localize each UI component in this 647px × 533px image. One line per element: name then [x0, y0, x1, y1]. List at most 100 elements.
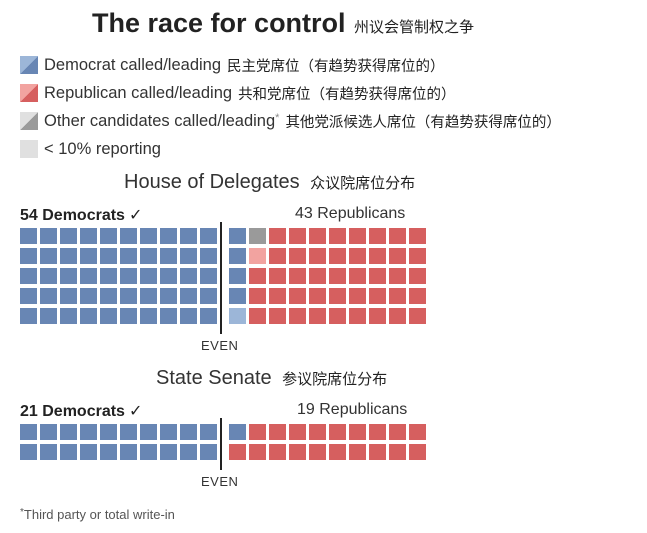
- republican-seat: [289, 288, 306, 304]
- democrat-seat: [80, 424, 97, 440]
- footnote: *Third party or total write-in: [20, 507, 175, 522]
- legend: Democrat called/leading 民主党席位（有趋势获得席位的） …: [20, 51, 561, 163]
- republican-seat: [249, 268, 266, 284]
- democrat-seat: [120, 228, 137, 244]
- house-even-line: [220, 222, 222, 334]
- democrat-seat: [120, 424, 137, 440]
- legend-label-translation: 共和党席位（有趋势获得席位的）: [238, 86, 456, 103]
- republican-seat: [309, 288, 326, 304]
- democrat-seat: [180, 288, 197, 304]
- democrat-seat: [80, 308, 97, 324]
- democrat-swatch: [20, 56, 38, 74]
- reporting-swatch: [20, 140, 38, 158]
- democrat-seat: [180, 424, 197, 440]
- senate-democrat-count-text: 21 Democrats: [20, 403, 125, 420]
- republican-seat: [229, 248, 246, 264]
- democrat-seat: [100, 288, 117, 304]
- republican-seat: [249, 248, 266, 264]
- republican-seat: [369, 424, 386, 440]
- democrat-seat: [100, 268, 117, 284]
- republican-seat: [389, 288, 406, 304]
- republican-seat: [329, 248, 346, 264]
- republican-seat: [409, 424, 426, 440]
- republican-seat: [369, 268, 386, 284]
- check-icon: ✓: [128, 205, 143, 224]
- republican-seat: [349, 308, 366, 324]
- republican-seat: [229, 288, 246, 304]
- republican-seat: [409, 268, 426, 284]
- democrat-seat: [200, 288, 217, 304]
- footnote-text: Third party or total write-in: [23, 507, 175, 522]
- republican-seat: [389, 248, 406, 264]
- republican-seat: [269, 424, 286, 440]
- democrat-seat: [140, 228, 157, 244]
- democrat-seat: [140, 288, 157, 304]
- democrat-seat: [180, 444, 197, 460]
- republican-seat: [269, 444, 286, 460]
- senate-republican-count: 19 Republicans: [297, 401, 408, 418]
- house-title-text: House of Delegates: [124, 171, 300, 193]
- democrat-seat: [60, 228, 77, 244]
- house-democrat-count-text: 54 Democrats: [20, 207, 125, 224]
- democrat-seat: [40, 424, 57, 440]
- republican-seat: [289, 268, 306, 284]
- democrat-seat: [160, 308, 177, 324]
- democrat-seat: [120, 308, 137, 324]
- republican-seat: [229, 424, 246, 440]
- senate-even-label: EVEN: [201, 474, 239, 489]
- republican-seat: [349, 424, 366, 440]
- democrat-seat: [100, 228, 117, 244]
- republican-seat: [329, 268, 346, 284]
- republican-seat: [289, 424, 306, 440]
- republican-seat: [349, 268, 366, 284]
- democrat-seat: [120, 248, 137, 264]
- republican-seat: [309, 424, 326, 440]
- legend-label: Other candidates called/leading*: [44, 112, 279, 131]
- legend-label-text: Other candidates called/leading: [44, 111, 276, 130]
- house-title-translation: 众议院席位分布: [310, 174, 416, 192]
- title-translation: 州议会管制权之争: [354, 18, 475, 36]
- title-text: The race for control: [92, 8, 346, 38]
- democrat-seat: [140, 424, 157, 440]
- republican-seat: [309, 228, 326, 244]
- republican-seat: [229, 228, 246, 244]
- democrat-seat: [20, 228, 37, 244]
- democrat-seat: [140, 308, 157, 324]
- democrat-seat: [40, 444, 57, 460]
- democrat-seat: [60, 268, 77, 284]
- republican-seat: [289, 444, 306, 460]
- republican-seat: [329, 288, 346, 304]
- democrat-seat: [200, 228, 217, 244]
- senate-title-translation: 参议院席位分布: [282, 370, 388, 388]
- democrat-seat: [120, 268, 137, 284]
- republican-seat: [269, 288, 286, 304]
- republican-seat: [229, 268, 246, 284]
- democrat-seat: [120, 288, 137, 304]
- democrat-seat: [140, 444, 157, 460]
- democrat-seat: [200, 248, 217, 264]
- legend-item-other: Other candidates called/leading* 其他党派候选人…: [20, 107, 561, 135]
- republican-seat: [349, 444, 366, 460]
- page-title: The race for control 州议会管制权之争: [92, 8, 474, 39]
- house-republican-count: 43 Republicans: [295, 205, 406, 222]
- democrat-seat: [60, 444, 77, 460]
- democrat-seat: [100, 444, 117, 460]
- republican-seat: [309, 248, 326, 264]
- republican-seat: [369, 444, 386, 460]
- other-swatch: [20, 112, 38, 130]
- republican-seat: [369, 228, 386, 244]
- democrat-seat: [80, 444, 97, 460]
- legend-item-republican: Republican called/leading 共和党席位（有趋势获得席位的…: [20, 79, 561, 107]
- democrat-seat: [80, 228, 97, 244]
- legend-label-translation: 其他党派候选人席位（有趋势获得席位的）: [285, 114, 561, 131]
- republican-seat: [249, 308, 266, 324]
- democrat-seat: [80, 248, 97, 264]
- democrat-seat: [160, 288, 177, 304]
- republican-seat: [389, 268, 406, 284]
- senate-title-text: State Senate: [156, 367, 272, 389]
- republican-seat: [249, 424, 266, 440]
- republican-seat: [369, 288, 386, 304]
- democrat-seat: [80, 268, 97, 284]
- legend-item-democrat: Democrat called/leading 民主党席位（有趋势获得席位的）: [20, 51, 561, 79]
- republican-seat: [309, 444, 326, 460]
